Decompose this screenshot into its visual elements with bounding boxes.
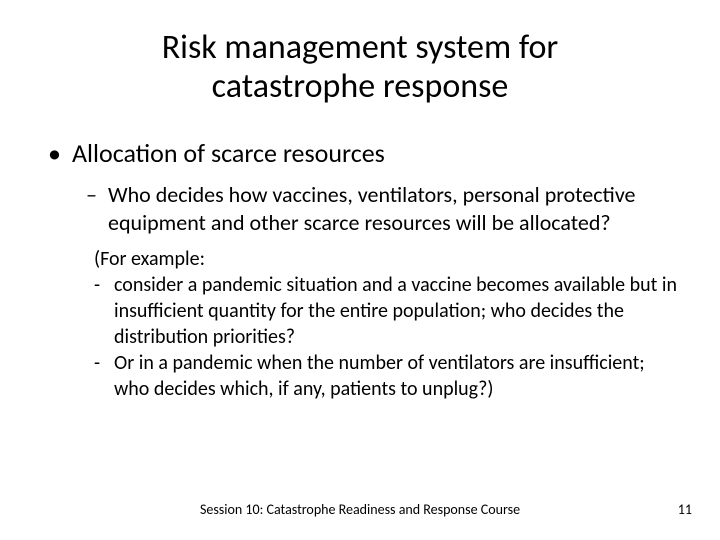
paren-item-1: consider a pandemic situation and a vacc… [94, 272, 680, 350]
bullet-level1-text: Allocation of scarce resources [72, 137, 385, 169]
page-number: 11 [678, 501, 692, 518]
bullet-level1: Allocation of scarce resources [48, 138, 680, 169]
slide-footer: Session 10: Catastrophe Readiness and Re… [0, 501, 720, 518]
paren-item-2: Or in a pandemic when the number of vent… [94, 350, 680, 402]
slide-title: Risk management system for catastrophe r… [40, 28, 680, 106]
bullet-level2-text: Who decides how vaccines, ventilators, p… [108, 181, 635, 236]
page-number-text: 11 [678, 501, 692, 518]
title-line-2: catastrophe response [212, 66, 509, 107]
paren-intro: (For example: [94, 246, 680, 272]
bullet-level2: Who decides how vaccines, ventilators, p… [86, 181, 680, 236]
footer-text: Session 10: Catastrophe Readiness and Re… [200, 501, 520, 518]
slide-container: Risk management system for catastrophe r… [0, 0, 720, 540]
title-line-1: Risk management system for [162, 27, 559, 68]
paren-block: (For example: consider a pandemic situat… [94, 246, 680, 402]
